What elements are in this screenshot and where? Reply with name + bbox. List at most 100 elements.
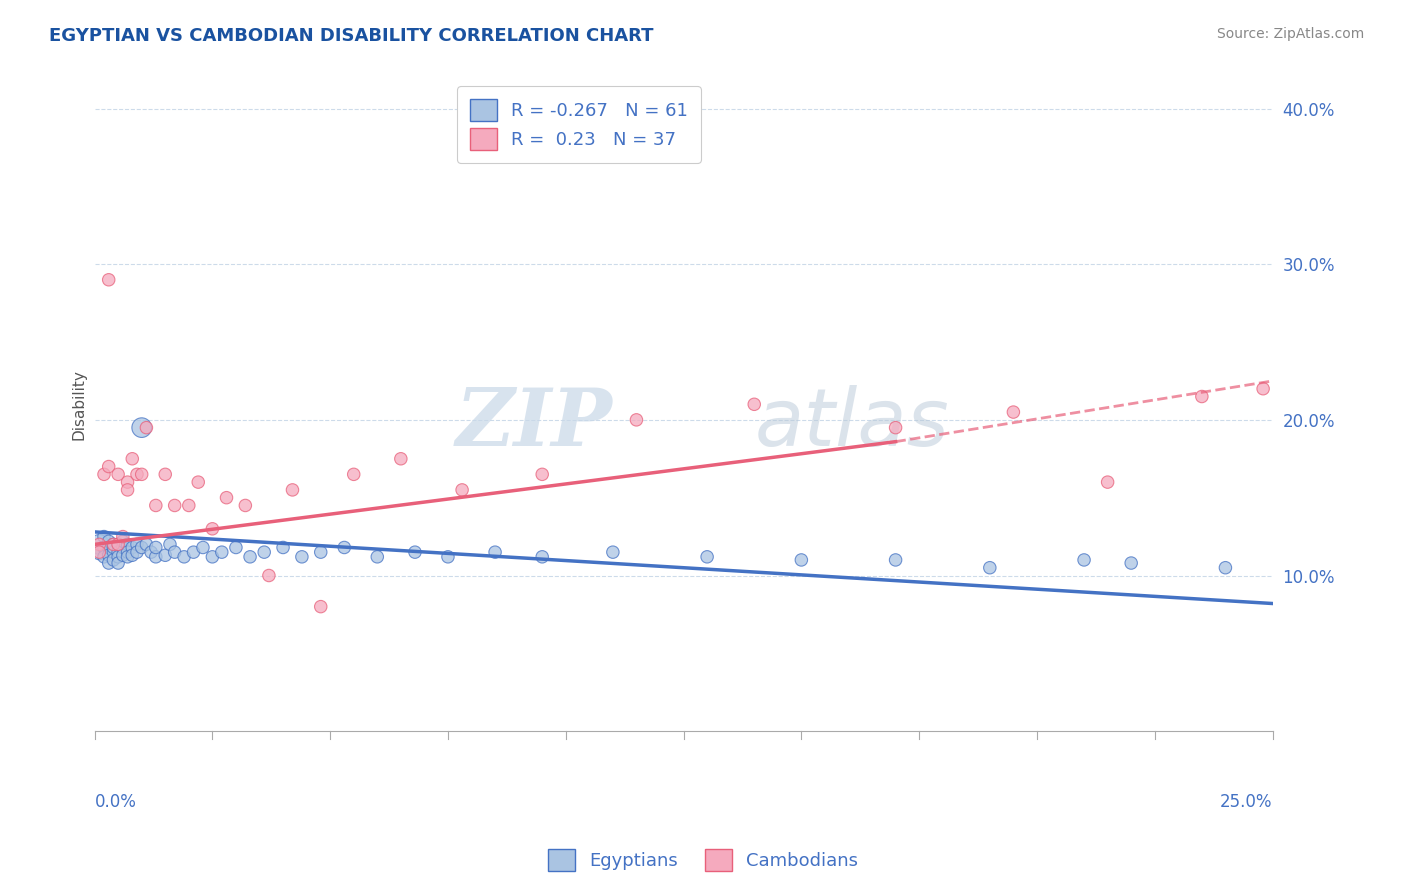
Point bbox=[107, 537, 129, 551]
Point bbox=[451, 483, 474, 497]
Point bbox=[155, 467, 177, 482]
Point bbox=[111, 534, 134, 549]
Point bbox=[93, 549, 115, 564]
Point bbox=[626, 413, 648, 427]
Point bbox=[1191, 390, 1213, 404]
Point bbox=[333, 541, 356, 555]
Legend: Egyptians, Cambodians: Egyptians, Cambodians bbox=[540, 842, 866, 879]
Point bbox=[145, 499, 167, 513]
Point bbox=[111, 541, 134, 555]
Point bbox=[257, 568, 280, 582]
Point bbox=[131, 467, 153, 482]
Text: Source: ZipAtlas.com: Source: ZipAtlas.com bbox=[1216, 27, 1364, 41]
Point bbox=[145, 541, 167, 555]
Point bbox=[225, 541, 247, 555]
Point bbox=[111, 530, 134, 544]
Point bbox=[93, 541, 115, 555]
Point bbox=[103, 545, 125, 559]
Point bbox=[1215, 560, 1237, 574]
Point bbox=[93, 467, 115, 482]
Point bbox=[253, 545, 276, 559]
Point bbox=[173, 549, 195, 564]
Point bbox=[239, 549, 262, 564]
Point bbox=[93, 530, 115, 544]
Point bbox=[1073, 553, 1095, 567]
Point bbox=[97, 556, 120, 570]
Point bbox=[187, 475, 209, 489]
Point bbox=[117, 545, 139, 559]
Point bbox=[111, 548, 134, 562]
Point bbox=[1251, 382, 1274, 396]
Point bbox=[103, 553, 125, 567]
Point bbox=[131, 420, 153, 434]
Point bbox=[309, 599, 332, 614]
Point bbox=[215, 491, 238, 505]
Point bbox=[125, 467, 148, 482]
Point bbox=[211, 545, 233, 559]
Point bbox=[121, 451, 143, 466]
Point bbox=[1097, 475, 1119, 489]
Point bbox=[97, 273, 120, 287]
Point bbox=[183, 545, 205, 559]
Point bbox=[117, 549, 139, 564]
Point bbox=[117, 537, 139, 551]
Point bbox=[121, 548, 143, 562]
Point bbox=[389, 451, 412, 466]
Point bbox=[107, 537, 129, 551]
Point bbox=[884, 553, 907, 567]
Point bbox=[235, 499, 257, 513]
Point bbox=[139, 545, 162, 559]
Text: EGYPTIAN VS CAMBODIAN DISABILITY CORRELATION CHART: EGYPTIAN VS CAMBODIAN DISABILITY CORRELA… bbox=[49, 27, 654, 45]
Point bbox=[125, 545, 148, 559]
Point bbox=[742, 397, 765, 411]
Point bbox=[1002, 405, 1025, 419]
Point bbox=[163, 545, 186, 559]
Point bbox=[103, 541, 125, 555]
Point bbox=[201, 549, 224, 564]
Point bbox=[97, 459, 120, 474]
Y-axis label: Disability: Disability bbox=[72, 369, 86, 440]
Point bbox=[107, 545, 129, 559]
Point bbox=[135, 537, 157, 551]
Text: 25.0%: 25.0% bbox=[1220, 793, 1272, 812]
Point bbox=[271, 541, 294, 555]
Point bbox=[89, 537, 111, 551]
Point bbox=[163, 499, 186, 513]
Point bbox=[97, 541, 120, 555]
Point bbox=[484, 545, 506, 559]
Point bbox=[602, 545, 624, 559]
Point bbox=[117, 483, 139, 497]
Point bbox=[191, 541, 214, 555]
Point bbox=[696, 549, 718, 564]
Point bbox=[107, 556, 129, 570]
Point bbox=[366, 549, 388, 564]
Point bbox=[145, 549, 167, 564]
Point bbox=[291, 549, 314, 564]
Point bbox=[309, 545, 332, 559]
Point bbox=[131, 541, 153, 555]
Point bbox=[884, 420, 907, 434]
Point bbox=[97, 534, 120, 549]
Point bbox=[979, 560, 1001, 574]
Point bbox=[103, 537, 125, 551]
Point bbox=[107, 549, 129, 564]
Point bbox=[121, 541, 143, 555]
Point bbox=[343, 467, 366, 482]
Point bbox=[790, 553, 813, 567]
Point bbox=[107, 467, 129, 482]
Point bbox=[437, 549, 460, 564]
Text: ZIP: ZIP bbox=[456, 385, 613, 463]
Point bbox=[103, 537, 125, 551]
Point bbox=[404, 545, 426, 559]
Point bbox=[97, 548, 120, 562]
Point bbox=[155, 548, 177, 562]
Point bbox=[89, 545, 111, 559]
Point bbox=[159, 537, 181, 551]
Text: 0.0%: 0.0% bbox=[94, 793, 136, 812]
Point bbox=[125, 537, 148, 551]
Point bbox=[117, 475, 139, 489]
Legend: R = -0.267   N = 61, R =  0.23   N = 37: R = -0.267 N = 61, R = 0.23 N = 37 bbox=[457, 87, 700, 163]
Point bbox=[201, 522, 224, 536]
Point bbox=[89, 545, 111, 559]
Point bbox=[177, 499, 200, 513]
